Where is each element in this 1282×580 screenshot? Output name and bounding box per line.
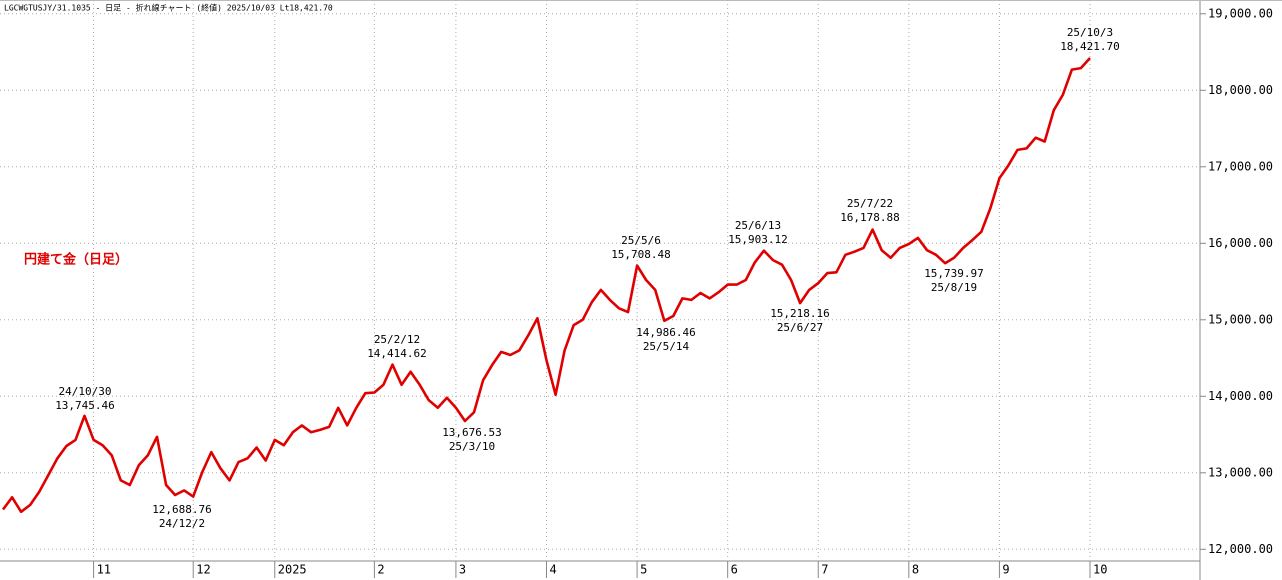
x-tick-label: 11 bbox=[97, 563, 111, 577]
x-tick-label: 3 bbox=[459, 563, 466, 577]
annotation: 24/12/2 bbox=[159, 517, 205, 530]
x-tick-label: 2 bbox=[377, 563, 384, 577]
annotation: 13,676.53 bbox=[442, 426, 502, 439]
annotation: 14,986.46 bbox=[636, 326, 696, 339]
annotation: 25/7/22 bbox=[847, 197, 893, 210]
y-tick-label: 13,000.00 bbox=[1208, 465, 1273, 479]
x-tick-label: 5 bbox=[640, 563, 647, 577]
annotation: 14,414.62 bbox=[367, 347, 427, 360]
annotation: 15,903.12 bbox=[728, 233, 788, 246]
x-tick-label: 2025 bbox=[278, 563, 307, 577]
annotation: 25/6/27 bbox=[777, 321, 823, 334]
annotation: 15,708.48 bbox=[611, 248, 671, 261]
y-tick-label: 15,000.00 bbox=[1208, 312, 1273, 326]
x-tick-label: 12 bbox=[196, 563, 210, 577]
chart-title: LGCWGTUSJY/31.1035 - 日足 - 折れ線チャート (終値) 2… bbox=[4, 3, 333, 13]
annotation: 24/10/30 bbox=[59, 385, 112, 398]
series-label: 円建て金（日足） bbox=[24, 252, 128, 268]
y-tick-label: 17,000.00 bbox=[1208, 159, 1273, 173]
x-tick-label: 7 bbox=[821, 563, 828, 577]
annotation: 25/8/19 bbox=[931, 281, 977, 294]
annotation: 13,745.46 bbox=[55, 399, 115, 412]
y-tick-label: 19,000.00 bbox=[1208, 6, 1273, 20]
annotation: 25/2/12 bbox=[374, 333, 420, 346]
x-tick-label: 8 bbox=[912, 563, 919, 577]
x-tick-label: 10 bbox=[1093, 563, 1107, 577]
annotation: 12,688.76 bbox=[152, 503, 212, 516]
annotation: 25/3/10 bbox=[449, 440, 495, 453]
y-tick-label: 14,000.00 bbox=[1208, 389, 1273, 403]
annotation: 25/5/6 bbox=[621, 234, 661, 247]
annotation: 25/10/3 bbox=[1067, 26, 1113, 39]
annotation: 16,178.88 bbox=[840, 211, 900, 224]
x-tick-label: 6 bbox=[731, 563, 738, 577]
annotation: 25/5/14 bbox=[643, 340, 690, 353]
x-tick-label: 4 bbox=[550, 563, 557, 577]
price-line bbox=[1, 57, 1091, 514]
annotation: 18,421.70 bbox=[1060, 40, 1120, 53]
y-tick-label: 12,000.00 bbox=[1208, 542, 1273, 556]
y-tick-label: 16,000.00 bbox=[1208, 236, 1273, 250]
x-tick-label: 9 bbox=[1002, 563, 1009, 577]
annotation: 15,739.97 bbox=[924, 267, 984, 280]
y-tick-label: 18,000.00 bbox=[1208, 83, 1273, 97]
annotation: 25/6/13 bbox=[735, 219, 781, 232]
annotation: 15,218.16 bbox=[770, 307, 830, 320]
